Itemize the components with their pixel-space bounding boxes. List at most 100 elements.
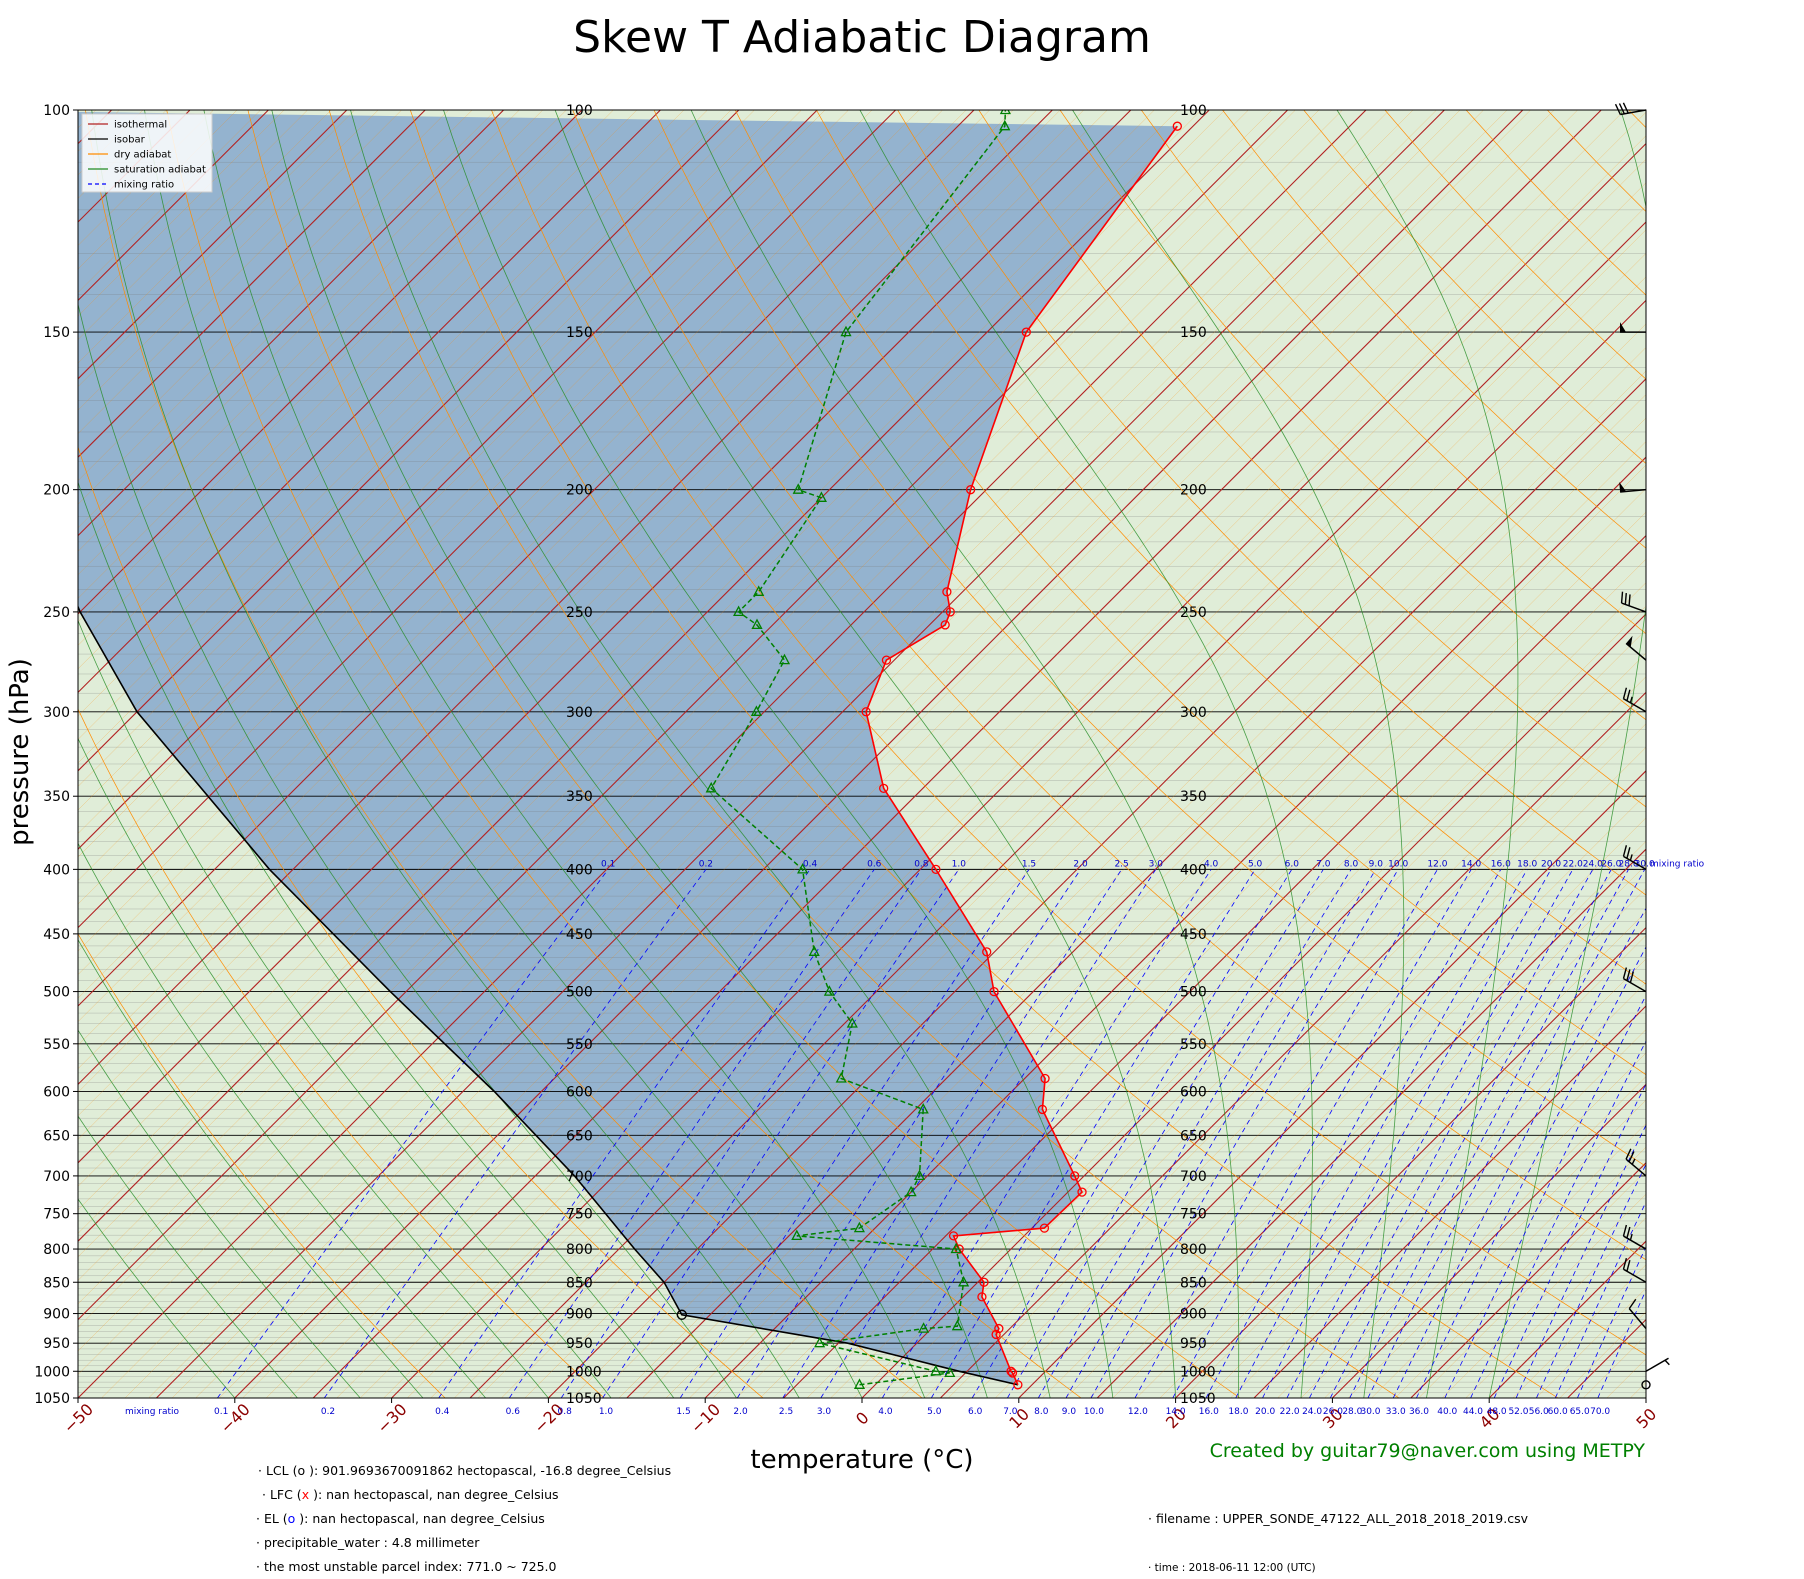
- dewpoint-point: [846, 1017, 858, 1028]
- hatch-line: [78, 110, 1320, 1352]
- temperature-point: [861, 707, 871, 717]
- mixing-ratio-label: 0.8: [558, 1407, 573, 1417]
- temperature-point: [994, 1323, 1004, 1334]
- wind-barb-staff: [1623, 698, 1647, 713]
- saturation-adiabat: [859, 110, 1313, 1398]
- mixing-ratio-line: [508, 869, 875, 1398]
- dry-adiabat: [85, 110, 923, 1398]
- info-block: · LCL (o ): 901.9693670091862 hectopasca…: [256, 1463, 1529, 1574]
- hatch-line: [1677, 110, 1804, 1398]
- x-tick-label: −10: [687, 1400, 724, 1437]
- hatch-line: [1159, 911, 1646, 1398]
- mixing-ratio-label-400: 0.2: [699, 859, 713, 869]
- cape-layer: [78, 111, 1178, 1385]
- y-tick-label-mid: 450: [566, 927, 593, 943]
- dry-adiabat: [78, 933, 446, 1398]
- mixing-ratio-label-400: 9.0: [1369, 859, 1384, 869]
- hatch-line: [595, 347, 1646, 1398]
- mixing-ratio-label-400: 8.0: [1344, 859, 1359, 869]
- hatch-line: [971, 723, 1646, 1398]
- hatch-line: [854, 605, 1646, 1398]
- hatch-line: [1654, 110, 1804, 1398]
- hatch-line: [1277, 1029, 1646, 1398]
- hatch-line: [665, 417, 1646, 1398]
- dewpoint-point: [853, 1221, 865, 1233]
- mixing-ratio-label: 1.0: [599, 1407, 614, 1417]
- wind-barb-half: [1629, 696, 1633, 703]
- dewpoint-point: [835, 1072, 847, 1083]
- isotherm: [78, 110, 1210, 1242]
- mixing-ratio-label-400: 0.1: [601, 859, 615, 869]
- mixing-ratio-label: 0.1: [214, 1407, 228, 1417]
- saturation-adiabat: [350, 110, 1051, 1398]
- y-tick-label-right: 250: [1180, 605, 1207, 621]
- dewpoint-point: [751, 618, 763, 630]
- mixing-ratio-label-400: 26.0: [1601, 859, 1621, 869]
- mixing-ratio-label: 9.0: [1062, 1407, 1077, 1417]
- wind-barb-half: [1631, 1158, 1636, 1165]
- wind-barb-full: [1629, 971, 1634, 983]
- hatch-line: [78, 110, 967, 999]
- hatch-line: [289, 110, 1578, 1398]
- mixing-ratio-label-400: 3.0: [1149, 859, 1164, 869]
- wind-barb-full: [1620, 591, 1624, 604]
- mixing-ratio-line: [881, 869, 1212, 1398]
- dry-adiabat: [78, 708, 605, 1398]
- mixing-ratio-label-400: 30.0: [1635, 859, 1655, 869]
- mixing-ratio-line: [1349, 869, 1629, 1398]
- hatch-line: [78, 110, 1202, 1234]
- y-tick-label-right: 700: [1180, 1169, 1207, 1185]
- mixing-ratio-line: [1235, 869, 1528, 1398]
- x-tick-label: 50: [1632, 1404, 1660, 1432]
- isotherm: [78, 110, 975, 1007]
- mixing-ratio-label-400: 7.0: [1316, 859, 1331, 869]
- isotherm: [1410, 1162, 1646, 1398]
- mixing-ratio-line: [1367, 869, 1646, 1398]
- isotherm: [156, 110, 1445, 1398]
- axis-layer: 100 100 100 150 150 150 200 200 200 250 250 250 300 3…: [34, 103, 1704, 1437]
- hatch-line: [524, 276, 1646, 1398]
- y-tick-label-right: 950: [1180, 1336, 1207, 1352]
- y-tick-label-mid: 650: [566, 1128, 593, 1144]
- wind-barb-full: [1622, 845, 1628, 857]
- y-tick-label-mid: 900: [566, 1307, 593, 1323]
- mixing-ratio-label-400: 16.0: [1491, 859, 1511, 869]
- hatch-line: [195, 110, 1484, 1398]
- mixing-ratio-label: 26.0: [1323, 1407, 1343, 1417]
- mixing-ratio-label: 28.0: [1342, 1407, 1362, 1417]
- temperature-point: [991, 1329, 1001, 1340]
- hatch-line: [1724, 110, 1804, 1398]
- hatch-line: [78, 110, 543, 576]
- hatch-line: [78, 110, 849, 881]
- mixing-ratio-label: 10.0: [1084, 1407, 1104, 1417]
- y-tick-label-right: 550: [1180, 1037, 1207, 1053]
- dry-adiabat: [166, 110, 1082, 1398]
- dry-adiabat: [572, 110, 1646, 1261]
- wind-barb-full: [1628, 1298, 1637, 1310]
- hatch-line: [1418, 1170, 1646, 1398]
- isotherm: [78, 110, 504, 537]
- temperature-point: [942, 587, 952, 597]
- mixing-ratio-label: 3.0: [817, 1407, 832, 1417]
- saturation-adiabat: [1336, 110, 1519, 1398]
- y-tick-label-mid: 550: [566, 1037, 593, 1053]
- y-tick-label-right: 600: [1180, 1084, 1207, 1100]
- profile-layer: [78, 110, 1182, 1390]
- mixing-ratio-label: 6.0: [968, 1407, 983, 1417]
- mixing-ratio-label: 22.0: [1280, 1407, 1300, 1417]
- wind-barb-full: [1628, 1151, 1635, 1163]
- isotherm: [940, 691, 1646, 1398]
- hatch-line: [78, 110, 1273, 1305]
- hatch-line: [124, 110, 1414, 1398]
- mixing-ratio-line: [1286, 869, 1574, 1398]
- y-tick-label-right: 400: [1180, 862, 1207, 878]
- dewpoint-point: [705, 781, 717, 793]
- isotherm: [1332, 1083, 1646, 1398]
- temperature-point: [1007, 1368, 1018, 1378]
- mixing-ratio-label-400: 0.8: [914, 859, 929, 869]
- mixing-ratio-label: 65.0: [1570, 1407, 1590, 1417]
- temperature-point: [979, 1277, 989, 1287]
- wind-barb-full: [1628, 594, 1631, 606]
- dewpoint-point: [999, 119, 1011, 131]
